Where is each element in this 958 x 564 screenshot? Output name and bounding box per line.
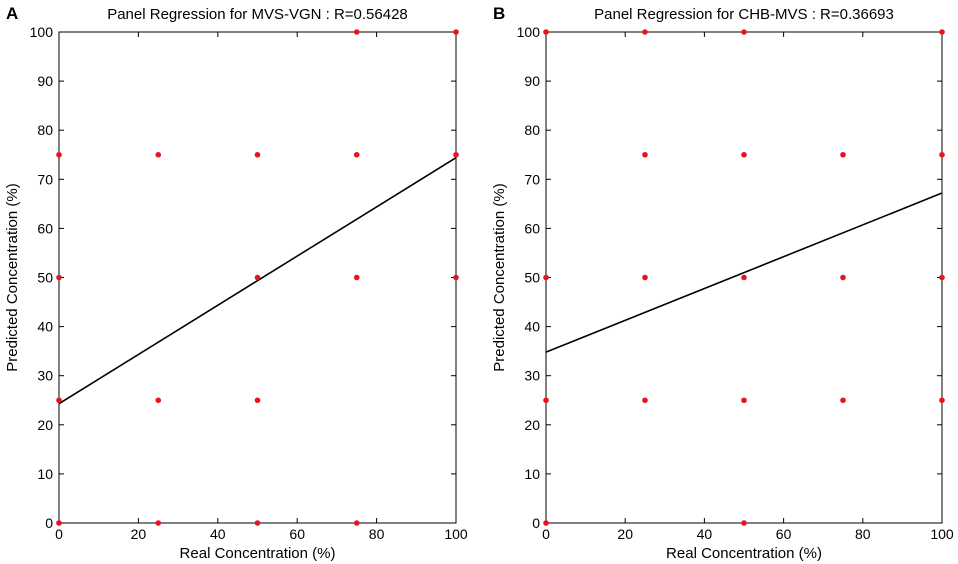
x-tick-label: 0 [542, 526, 550, 542]
scatter-point [56, 274, 62, 281]
scatter-point [642, 397, 648, 404]
scatter-point [939, 29, 945, 35]
scatter-point [155, 397, 162, 404]
y-tick-label: 0 [532, 515, 540, 531]
panel-letter: A [6, 4, 18, 23]
y-tick-label: 80 [37, 122, 53, 138]
scatter-point [741, 520, 747, 526]
x-tick-label: 60 [289, 526, 305, 542]
y-tick-label: 90 [524, 73, 540, 89]
panel-letter: B [493, 4, 505, 23]
scatter-point [254, 397, 261, 404]
scatter-point [453, 274, 459, 281]
scatter-point [840, 397, 846, 404]
x-tick-label: 100 [444, 526, 468, 542]
panel-a: 0 20 40 60 80 100 0 10 20 30 40 50 60 70 80 90 100 Panel … [4, 4, 468, 562]
scatter-point [353, 29, 360, 35]
y-tick-label: 30 [524, 368, 540, 384]
scatter-point [254, 151, 261, 158]
y-tick-label: 60 [37, 220, 53, 236]
y-tick-label: 0 [45, 515, 53, 531]
regression-line [58, 157, 457, 405]
scatter-point [741, 29, 747, 35]
y-tick-label: 10 [524, 466, 540, 482]
scatter-point [741, 274, 747, 281]
scatter-point [56, 151, 62, 158]
y-tick-label: 50 [37, 270, 53, 286]
y-tick-label: 70 [37, 171, 53, 187]
scatter-point [155, 151, 162, 158]
scatter-point [840, 274, 846, 281]
scatter-point [840, 151, 846, 158]
x-tick-label: 0 [55, 526, 63, 542]
x-tick-label: 40 [210, 526, 226, 542]
y-tick-label: 100 [30, 24, 54, 40]
x-tick-label: 80 [855, 526, 871, 542]
y-tick-label: 60 [524, 220, 540, 236]
panel-b: 0 20 40 60 80 100 0 10 20 30 40 50 60 70 80 90 100 Panel … [491, 4, 954, 562]
y-tick-label: 10 [37, 466, 53, 482]
scatter-point [155, 520, 162, 526]
scatter-point [741, 397, 747, 404]
y-tick-label: 50 [524, 270, 540, 286]
chart-title: Panel Regression for CHB-MVS : R=0.36693 [594, 6, 894, 23]
scatter-point [642, 151, 648, 158]
scatter-point [254, 274, 261, 281]
y-tick-label: 70 [524, 171, 540, 187]
scatter-point [453, 29, 459, 35]
scatter-point [254, 520, 261, 526]
y-tick-label: 100 [517, 24, 541, 40]
x-axis-label: Real Concentration (%) [180, 545, 336, 562]
scatter-point [939, 397, 945, 404]
scatter-point [56, 520, 62, 526]
y-tick-label: 40 [524, 319, 540, 335]
x-axis-label: Real Concentration (%) [666, 545, 822, 562]
x-tick-label: 40 [697, 526, 713, 542]
scatter-point [939, 274, 945, 281]
y-tick-label: 90 [37, 73, 53, 89]
chart-title: Panel Regression for MVS-VGN : R=0.56428 [107, 6, 408, 23]
y-axis-label: Predicted Concentration (%) [4, 183, 21, 371]
y-tick-label: 20 [37, 417, 53, 433]
scatter-point [543, 274, 549, 281]
y-axis-label: Predicted Concentration (%) [491, 183, 508, 371]
scatter-point [543, 29, 549, 35]
scatter-point [453, 151, 459, 158]
scatter-point [939, 151, 945, 158]
scatter-point [642, 29, 648, 35]
x-tick-label: 20 [617, 526, 633, 542]
y-tick-label: 30 [37, 368, 53, 384]
scatter-point [353, 274, 360, 281]
x-tick-label: 80 [369, 526, 385, 542]
scatter-point [353, 151, 360, 158]
scatter-point [543, 520, 549, 526]
scatter-point [56, 397, 62, 404]
y-tick-label: 20 [524, 417, 540, 433]
regression-line [545, 192, 943, 353]
scatter-point [642, 274, 648, 281]
y-tick-label: 80 [524, 122, 540, 138]
x-tick-label: 100 [930, 526, 954, 542]
scatter-point [353, 520, 360, 526]
x-tick-label: 60 [776, 526, 792, 542]
scatter-point [543, 397, 549, 404]
y-tick-label: 40 [37, 319, 53, 335]
scatter-point [741, 151, 747, 158]
x-tick-label: 20 [131, 526, 147, 542]
